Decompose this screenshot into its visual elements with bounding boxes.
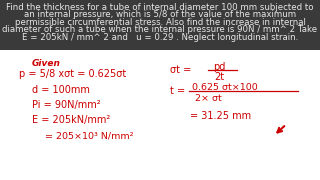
Text: Given: Given [32, 59, 61, 68]
Text: permissible circumferential stress. Also find the increase in internal: permissible circumferential stress. Also… [15, 18, 305, 27]
Text: 2t: 2t [214, 72, 224, 82]
Text: E = 205kN / mm^ 2 and   u = 0.29 . Neglect longitudinal strain.: E = 205kN / mm^ 2 and u = 0.29 . Neglect… [22, 33, 298, 42]
Text: Find the thickness for a tube of internal diameter 100 mm subjected to: Find the thickness for a tube of interna… [6, 3, 314, 12]
Text: E = 205kN/mm²: E = 205kN/mm² [32, 115, 110, 125]
Bar [0, 0, 320, 50]
Text: 2× σt: 2× σt [195, 94, 221, 103]
Text: 0.625 σt×100: 0.625 σt×100 [192, 83, 258, 92]
Text: t =: t = [170, 86, 185, 96]
Text: an internal pressure, which is 5/8 of the value of the maximum: an internal pressure, which is 5/8 of th… [24, 10, 296, 19]
Text: = 31.25 mm: = 31.25 mm [190, 111, 252, 121]
Text: d = 100mm: d = 100mm [32, 85, 90, 95]
Text: σt =: σt = [170, 65, 191, 75]
Text: pd: pd [213, 62, 225, 72]
Text: p = 5/8 xσt = 0.625σt: p = 5/8 xσt = 0.625σt [19, 69, 126, 79]
Text: diameter of such a tube when the internal pressure is 90N / mm^ 2 Take: diameter of such a tube when the interna… [3, 25, 317, 34]
Text: = 205×10³ N/mm²: = 205×10³ N/mm² [45, 131, 133, 140]
Text: Pi = 90N/mm²: Pi = 90N/mm² [32, 100, 100, 110]
